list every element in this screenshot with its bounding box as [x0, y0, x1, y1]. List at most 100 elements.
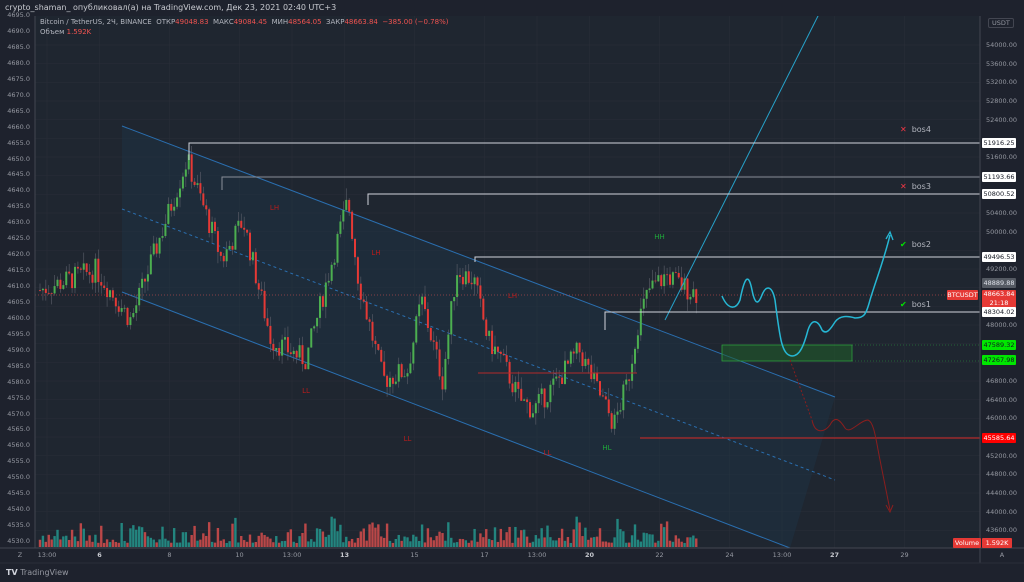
- volume-bar: [102, 542, 106, 547]
- volume-bar: [257, 535, 260, 547]
- candle: [161, 236, 164, 238]
- candle: [389, 377, 391, 387]
- volume-bar: [161, 526, 164, 547]
- candle: [56, 279, 59, 287]
- price-tag-bos2: 49496.53: [982, 252, 1016, 262]
- volume-bar: [219, 540, 223, 547]
- time-tick: 22: [655, 551, 664, 559]
- candle: [374, 340, 377, 345]
- candle: [365, 301, 368, 320]
- tradingview-logo[interactable]: 𝗧𝗩 TradingView: [6, 568, 69, 577]
- volume-bar: [458, 538, 462, 547]
- volume-bar: [493, 527, 497, 547]
- level-line: [221, 176, 980, 190]
- volume-bar: [572, 529, 575, 547]
- candle: [222, 255, 225, 262]
- currency-label[interactable]: USDT: [988, 18, 1014, 28]
- symbol-name[interactable]: Bitcoin / TetherUS, 2Ч, BINANCE: [40, 18, 152, 26]
- volume-bar: [289, 529, 293, 547]
- price-tag-zone-bottom: 47267.98: [982, 355, 1016, 365]
- volume-bar: [269, 538, 272, 547]
- volume-label[interactable]: Объем: [40, 28, 65, 36]
- candle: [231, 245, 234, 250]
- candle: [634, 348, 636, 364]
- left-axis-tick: 4560.0: [7, 441, 30, 450]
- volume-bar: [514, 526, 517, 547]
- volume-bar: [639, 541, 643, 547]
- volume-bar: [248, 534, 252, 547]
- volume-bar: [674, 535, 678, 547]
- volume-bar: [56, 529, 59, 547]
- axis-corner-left[interactable]: Z: [17, 551, 23, 559]
- volume-bar: [662, 527, 666, 547]
- time-tick: 13:00: [527, 551, 547, 559]
- volume-bar: [683, 542, 686, 547]
- volume-bar: [400, 540, 403, 547]
- candle: [543, 388, 546, 408]
- volume-bar: [417, 540, 421, 547]
- candle: [435, 341, 438, 350]
- volume-bar: [660, 523, 663, 547]
- candle: [429, 327, 432, 341]
- candle: [281, 339, 284, 356]
- candle: [53, 286, 56, 294]
- candle: [342, 209, 345, 222]
- structure-label-hl: HL: [602, 444, 612, 453]
- candle: [447, 334, 450, 359]
- candle: [610, 413, 613, 429]
- volume-bar: [108, 542, 112, 547]
- volume-bar: [604, 541, 608, 547]
- left-axis-tick: 4635.0: [7, 202, 30, 211]
- level-line-bos1: [604, 311, 980, 330]
- volume-bar: [85, 540, 88, 547]
- volume-bar: [619, 529, 622, 547]
- candle: [269, 325, 272, 344]
- candle: [677, 272, 680, 278]
- candle: [566, 360, 569, 364]
- candle: [251, 252, 254, 261]
- volume-bar: [677, 538, 680, 547]
- volume-bar: [170, 542, 173, 547]
- volume-bar: [633, 524, 637, 547]
- candle: [689, 296, 692, 300]
- low-value: 48564.05: [288, 18, 322, 26]
- candle: [59, 279, 62, 289]
- volume-bar: [132, 525, 135, 547]
- volume-bar: [272, 542, 275, 547]
- volume-bar: [137, 526, 141, 547]
- volume-bar: [216, 527, 220, 547]
- volume-bar: [152, 539, 155, 547]
- time-tick: 8: [167, 551, 172, 559]
- symbol-tag: BTCUSDT: [947, 290, 978, 300]
- descending-channel: [121, 125, 836, 549]
- volume-bar: [552, 540, 555, 547]
- left-axis-tick: 4590.0: [7, 345, 30, 354]
- candle: [351, 211, 354, 239]
- volume-bar: [557, 537, 561, 547]
- candle: [625, 379, 628, 385]
- bar-countdown: 21:18: [989, 299, 1009, 307]
- candle: [193, 181, 196, 185]
- structure-label-lh: LH: [371, 248, 381, 257]
- candle: [377, 344, 380, 350]
- left-axis-tick: 4580.0: [7, 377, 30, 386]
- candle: [450, 301, 453, 335]
- candle: [307, 347, 310, 370]
- volume-bar: [62, 536, 65, 547]
- candle: [114, 297, 117, 307]
- auto-scale-button[interactable]: A: [999, 551, 1005, 559]
- candle: [628, 379, 631, 381]
- candle: [575, 342, 578, 354]
- candle: [683, 278, 686, 290]
- last-price-tag: 48663.84 21:18: [982, 290, 1016, 308]
- candle: [260, 289, 263, 291]
- candle: [240, 220, 243, 228]
- volume-bar: [135, 529, 138, 547]
- candle: [176, 197, 179, 207]
- candle: [196, 183, 199, 185]
- volume-bar: [126, 542, 129, 547]
- candle: [319, 296, 321, 318]
- structure-label-ll: LL: [403, 435, 412, 444]
- right-axis-tick: 52800.00: [986, 97, 1018, 105]
